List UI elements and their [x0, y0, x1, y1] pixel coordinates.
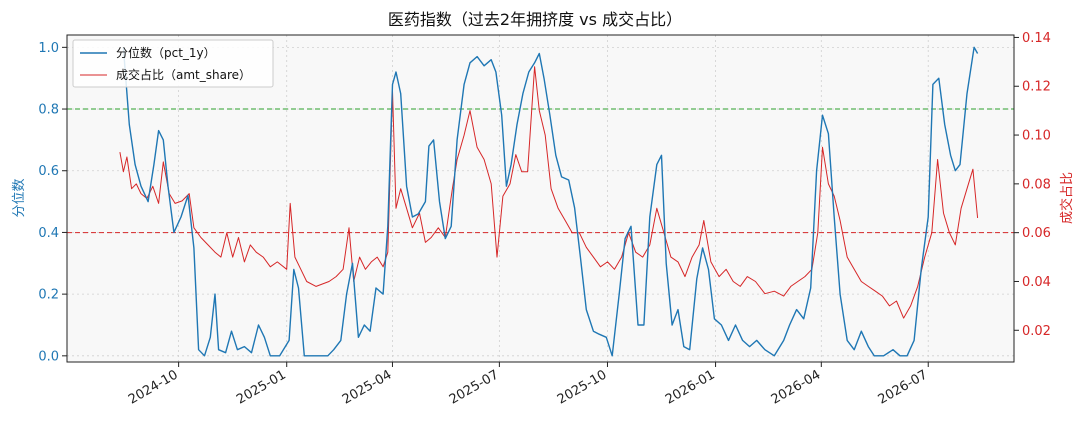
chart-title: 医药指数（过去2年拥挤度 vs 成交占比）: [388, 10, 682, 29]
plot-background: [67, 35, 1014, 362]
x-tick-label: 2026-01: [663, 367, 718, 407]
y-left-tick-label: 0.2: [38, 288, 59, 303]
y-right-tick-label: 0.02: [1022, 324, 1051, 339]
series-lines: [119, 46, 979, 357]
legend-label-pct: 分位数（pct_1y）: [116, 45, 216, 60]
y-axis-right-label: 成交占比: [1059, 172, 1075, 224]
x-tick-label: 2025-10: [555, 367, 610, 407]
x-tick-label: 2025-04: [340, 367, 395, 407]
legend-label-amt: 成交占比（amt_share）: [116, 67, 251, 82]
x-axis: 2024-10 2025-01 2025-04 2025-07 2025-10 2026-…: [126, 362, 930, 408]
x-tick-label: 2024-10: [126, 367, 181, 407]
reference-lines: [67, 108, 1014, 234]
x-tick-label: 2026-07: [876, 367, 931, 407]
y-right-tick-label: 0.06: [1022, 226, 1051, 241]
y-axis-left: 0.0 0.2 0.4 0.6 0.8 1.0: [38, 41, 67, 364]
y-axis-right: 0.02 0.04 0.06 0.08 0.10 0.12 0.14: [1014, 31, 1051, 339]
y-left-tick-label: 1.0: [38, 41, 59, 56]
y-left-tick-label: 0.0: [38, 349, 59, 364]
y-left-tick-label: 0.4: [38, 226, 59, 241]
x-tick-label: 2025-01: [234, 367, 289, 407]
x-tick-label: 2025-07: [447, 367, 502, 407]
legend: 分位数（pct_1y） 成交占比（amt_share）: [72, 39, 274, 88]
series-line-left: [122, 46, 979, 357]
y-right-tick-label: 0.14: [1022, 31, 1051, 46]
y-axis-left-label: 分位数: [12, 178, 27, 217]
plot-frame: [66, 34, 1015, 363]
y-right-tick-label: 0.12: [1022, 80, 1051, 95]
y-right-tick-label: 0.04: [1022, 275, 1051, 290]
x-tick-label: 2026-04: [769, 367, 824, 407]
legend-box: [72, 39, 274, 88]
y-right-tick-label: 0.10: [1022, 129, 1051, 144]
y-right-tick-label: 0.08: [1022, 177, 1051, 192]
y-left-tick-label: 0.8: [38, 103, 59, 118]
y-left-tick-label: 0.6: [38, 164, 59, 179]
